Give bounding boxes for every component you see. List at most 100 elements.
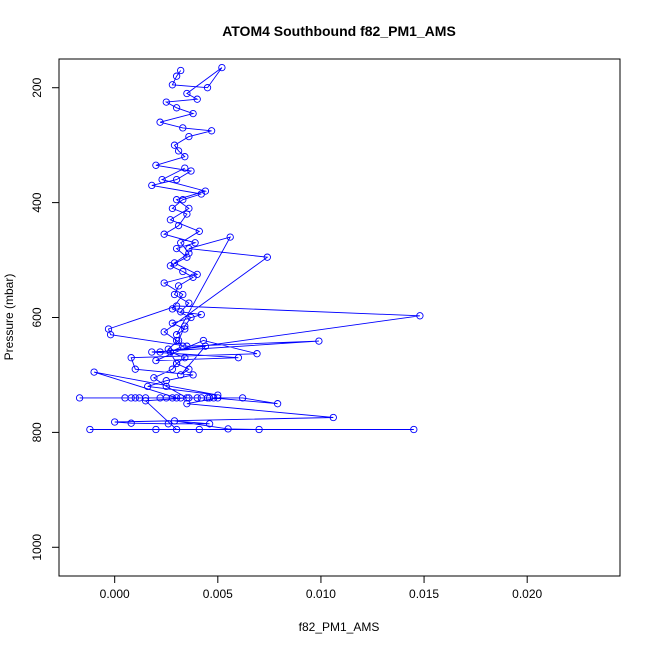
data-point xyxy=(172,72,181,80)
y-tick-label: 400 xyxy=(30,192,44,212)
data-point xyxy=(177,66,185,75)
data-point xyxy=(162,377,170,385)
data-point xyxy=(106,331,115,339)
data-point xyxy=(218,63,226,72)
data-point xyxy=(86,425,94,434)
data-point xyxy=(174,282,183,290)
data-point xyxy=(195,425,203,434)
data-point xyxy=(185,249,193,257)
data-point xyxy=(238,394,247,402)
data-point xyxy=(181,354,189,362)
data-point xyxy=(127,419,135,427)
data-point xyxy=(183,394,191,402)
data-point xyxy=(172,104,181,112)
data-point xyxy=(315,337,323,345)
data-point xyxy=(187,167,195,175)
series-line xyxy=(79,67,420,430)
data-point xyxy=(172,359,181,368)
data-point xyxy=(255,425,263,434)
data-point xyxy=(164,345,172,353)
data-point xyxy=(148,348,156,356)
data-point xyxy=(172,394,181,402)
data-point xyxy=(183,89,191,98)
data-point xyxy=(183,342,191,350)
data-point xyxy=(224,425,232,433)
data-point xyxy=(172,425,181,434)
data-point xyxy=(156,118,164,126)
data-point xyxy=(179,267,187,276)
data-point xyxy=(172,244,181,253)
data-point xyxy=(174,336,183,345)
data-point xyxy=(181,322,189,330)
data-point xyxy=(164,420,172,428)
data-point xyxy=(197,310,205,319)
data-point xyxy=(174,147,183,155)
data-point xyxy=(177,308,185,316)
data-point xyxy=(193,270,201,279)
data-point xyxy=(162,98,170,106)
data-point xyxy=(131,365,139,373)
data-point xyxy=(121,394,129,402)
data-point xyxy=(226,233,234,241)
x-tick-label: 0.015 xyxy=(409,587,439,601)
data-point xyxy=(185,244,193,253)
data-point xyxy=(172,336,181,345)
data-point xyxy=(181,325,189,333)
data-point xyxy=(189,109,197,118)
data-point xyxy=(150,374,158,382)
data-point xyxy=(168,305,177,313)
x-tick-label: 0.020 xyxy=(512,587,542,601)
data-point xyxy=(168,204,177,213)
y-tick-label: 800 xyxy=(30,422,44,442)
y-tick-label: 1000 xyxy=(30,534,44,561)
x-axis: 0.000 0.005 0.010 0.015 0.020 xyxy=(100,575,543,601)
x-axis-label: f82_PM1_AMS xyxy=(299,620,380,634)
data-point xyxy=(156,348,164,356)
data-point xyxy=(416,312,424,320)
data-point xyxy=(166,216,175,224)
data-point xyxy=(183,400,191,408)
data-point xyxy=(170,290,179,299)
data-point xyxy=(141,397,150,405)
data-point xyxy=(172,175,181,184)
data-point xyxy=(191,239,199,247)
data-point xyxy=(170,417,179,425)
data-point xyxy=(168,365,177,373)
data-point xyxy=(177,371,185,379)
data-point xyxy=(174,221,183,230)
data-point xyxy=(201,187,210,195)
data-point xyxy=(410,425,418,434)
data-point xyxy=(177,239,185,247)
plot-area xyxy=(58,58,621,577)
data-point xyxy=(152,425,160,434)
y-axis: 200 400 600 800 1000 xyxy=(30,77,60,561)
data-point xyxy=(160,230,168,238)
data-point xyxy=(111,418,119,426)
y-tick-label: 600 xyxy=(30,307,44,327)
y-tick-label: 200 xyxy=(30,77,44,97)
data-point xyxy=(193,394,201,402)
data-point xyxy=(203,84,212,92)
series-layer xyxy=(75,63,424,434)
data-point xyxy=(172,196,181,204)
x-tick-label: 0.000 xyxy=(100,587,130,601)
data-point xyxy=(195,227,203,235)
data-point xyxy=(168,81,177,89)
data-point xyxy=(197,394,205,402)
data-point xyxy=(168,394,177,402)
data-point xyxy=(183,253,191,261)
data-point xyxy=(144,382,152,391)
x-tick-label: 0.010 xyxy=(306,587,336,601)
data-point xyxy=(185,132,193,141)
data-point xyxy=(207,127,216,135)
data-point xyxy=(234,354,243,362)
data-point xyxy=(179,342,187,350)
data-point xyxy=(148,181,156,190)
data-point xyxy=(168,319,177,327)
data-point xyxy=(170,259,179,267)
data-point xyxy=(160,328,168,336)
data-point xyxy=(329,413,337,422)
data-point xyxy=(158,175,166,184)
data-point xyxy=(193,95,201,103)
